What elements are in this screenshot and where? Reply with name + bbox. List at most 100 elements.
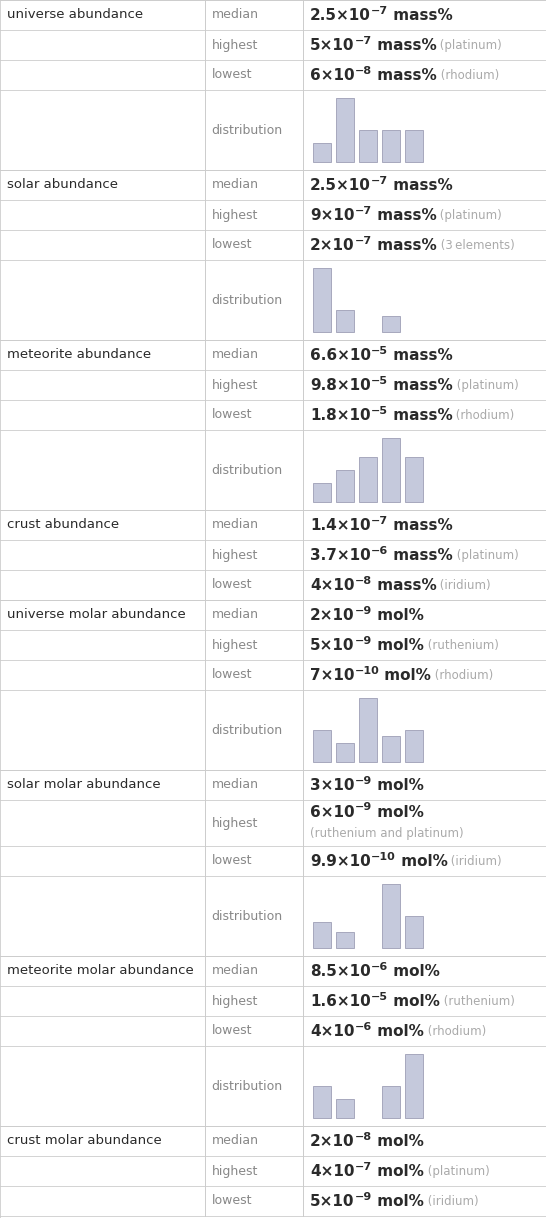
Bar	[313, 922, 331, 948]
Text: −6: −6	[371, 962, 388, 972]
Bar	[359, 698, 377, 762]
Text: mass%: mass%	[388, 548, 453, 563]
Text: lowest: lowest	[212, 68, 252, 82]
Text: mol%: mol%	[388, 963, 440, 978]
Text: median: median	[212, 348, 259, 362]
Text: mol%: mol%	[395, 854, 447, 868]
Text: (ruthenium and platinum): (ruthenium and platinum)	[310, 827, 464, 839]
Bar	[405, 130, 423, 162]
Text: −7: −7	[371, 516, 388, 526]
Bar	[313, 1086, 331, 1118]
Bar	[382, 315, 400, 333]
Text: mol%: mol%	[372, 1194, 424, 1208]
Bar	[405, 730, 423, 762]
Text: 9.8×10: 9.8×10	[310, 378, 371, 392]
Text: lowest: lowest	[212, 669, 252, 682]
Text: mass%: mass%	[388, 408, 453, 423]
Bar	[336, 932, 354, 948]
Bar	[382, 130, 400, 162]
Text: mol%: mol%	[372, 805, 424, 821]
Bar	[336, 97, 354, 162]
Text: −9: −9	[354, 636, 372, 646]
Text: 2.5×10: 2.5×10	[310, 7, 371, 22]
Bar	[313, 482, 331, 502]
Text: mass%: mass%	[388, 347, 453, 363]
Text: 6×10: 6×10	[310, 67, 355, 83]
Text: highest: highest	[212, 638, 258, 652]
Text: 2×10: 2×10	[310, 608, 355, 622]
Text: (ruthenium): (ruthenium)	[424, 638, 498, 652]
Text: 2.5×10: 2.5×10	[310, 178, 371, 192]
Bar	[359, 457, 377, 502]
Text: 1.6×10: 1.6×10	[310, 994, 371, 1009]
Text: (rhodium): (rhodium)	[431, 669, 494, 682]
Bar	[382, 1086, 400, 1118]
Text: −8: −8	[354, 576, 372, 586]
Text: 1.8×10: 1.8×10	[310, 408, 371, 423]
Text: −5: −5	[371, 993, 388, 1002]
Text: mass%: mass%	[372, 207, 436, 223]
Text: −10: −10	[354, 666, 379, 676]
Text: 9.9×10: 9.9×10	[310, 854, 371, 868]
Text: mass%: mass%	[388, 518, 453, 532]
Text: highest: highest	[212, 1164, 258, 1178]
Bar	[405, 916, 423, 948]
Bar	[336, 1099, 354, 1118]
Text: −9: −9	[355, 607, 372, 616]
Text: 5×10: 5×10	[310, 637, 354, 653]
Text: lowest: lowest	[212, 1024, 252, 1038]
Text: mass%: mass%	[372, 238, 437, 252]
Text: distribution: distribution	[212, 723, 283, 737]
Text: (platinum): (platinum)	[453, 379, 518, 391]
Text: (iridium): (iridium)	[447, 855, 502, 867]
Bar	[313, 268, 331, 333]
Text: 2×10: 2×10	[310, 238, 355, 252]
Text: solar molar abundance: solar molar abundance	[7, 778, 161, 792]
Text: −7: −7	[354, 1162, 372, 1172]
Text: mass%: mass%	[372, 38, 436, 52]
Text: mol%: mol%	[372, 1023, 424, 1039]
Text: −7: −7	[371, 6, 388, 16]
Text: 8.5×10: 8.5×10	[310, 963, 371, 978]
Text: −9: −9	[355, 801, 372, 812]
Text: mol%: mol%	[372, 1134, 424, 1149]
Text: mol%: mol%	[372, 637, 424, 653]
Text: 2×10: 2×10	[310, 1134, 355, 1149]
Text: median: median	[212, 1134, 259, 1147]
Text: (platinum): (platinum)	[436, 208, 502, 222]
Text: 6×10: 6×10	[310, 805, 355, 821]
Text: (rhodium): (rhodium)	[437, 68, 499, 82]
Bar	[405, 457, 423, 502]
Text: mol%: mol%	[379, 667, 431, 682]
Text: 1.4×10: 1.4×10	[310, 518, 371, 532]
Text: solar abundance: solar abundance	[7, 179, 118, 191]
Text: −5: −5	[371, 346, 388, 356]
Text: (platinum): (platinum)	[453, 548, 519, 561]
Text: mol%: mol%	[372, 608, 424, 622]
Text: (3 elements): (3 elements)	[437, 239, 514, 251]
Bar	[382, 438, 400, 502]
Text: 5×10: 5×10	[310, 1194, 354, 1208]
Text: median: median	[212, 179, 259, 191]
Text: 7×10: 7×10	[310, 667, 354, 682]
Text: mass%: mass%	[388, 178, 453, 192]
Text: (ruthenium): (ruthenium)	[440, 995, 514, 1007]
Text: −5: −5	[371, 406, 388, 417]
Text: (iridium): (iridium)	[436, 579, 491, 592]
Text: (platinum): (platinum)	[436, 39, 502, 51]
Bar	[336, 470, 354, 502]
Text: −9: −9	[354, 1192, 372, 1202]
Text: −7: −7	[355, 236, 372, 246]
Text: universe molar abundance: universe molar abundance	[7, 609, 186, 621]
Text: 3.7×10: 3.7×10	[310, 548, 371, 563]
Text: mol%: mol%	[372, 1163, 424, 1179]
Text: 6.6×10: 6.6×10	[310, 347, 371, 363]
Text: lowest: lowest	[212, 1195, 252, 1207]
Text: median: median	[212, 9, 259, 22]
Text: −7: −7	[354, 37, 372, 46]
Text: −7: −7	[371, 177, 388, 186]
Text: mass%: mass%	[388, 378, 453, 392]
Text: 5×10: 5×10	[310, 38, 354, 52]
Text: 4×10: 4×10	[310, 577, 354, 592]
Text: −10: −10	[371, 853, 395, 862]
